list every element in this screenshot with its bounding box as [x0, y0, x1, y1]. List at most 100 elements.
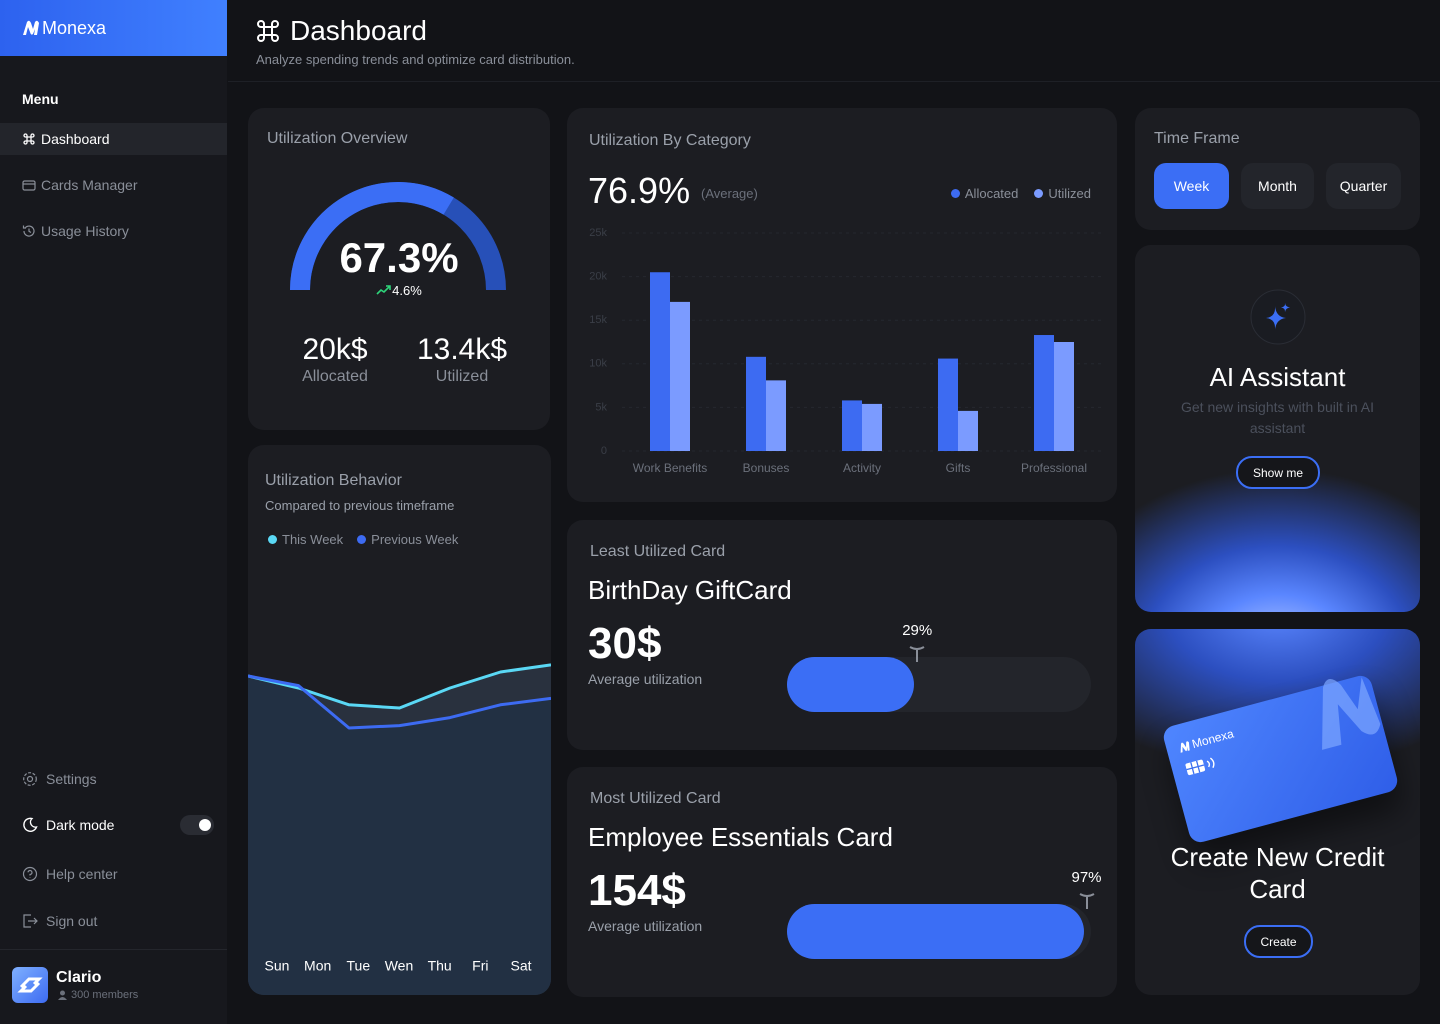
bar-chart: 0 5k 10k 15k 20k 25k Work Benefits Bonuses Activ… [589, 227, 1102, 475]
card-title: Time Frame [1154, 130, 1240, 147]
card-title: Utilization Behavior [265, 472, 402, 489]
stat-value: 13.4k$ [416, 333, 508, 366]
icon-part [1206, 757, 1215, 769]
card-logo-mark [1322, 677, 1381, 750]
ai-card: AI Assistant Get new insights with built… [1135, 245, 1420, 612]
menu-label: Dashboard [41, 131, 110, 147]
progress-marker [1079, 893, 1095, 909]
icon-part [22, 866, 38, 882]
menu-item[interactable]: Help center [0, 858, 227, 890]
menu-icon [23, 772, 37, 786]
y-tick-label: 0 [601, 445, 607, 457]
icon-part [58, 997, 67, 1000]
legend-swatch [268, 535, 277, 544]
legend-item: Utilized [1034, 186, 1091, 201]
icon-part [22, 180, 36, 191]
card-amount-note: Average utilization [588, 671, 703, 687]
legend-swatch [950, 189, 960, 198]
progress-fill [787, 904, 1084, 959]
line [248, 663, 551, 710]
legend-item: Allocated [950, 186, 1018, 201]
icon-part [60, 990, 65, 996]
brand-name: Monexa [42, 18, 107, 38]
headline-note: (Average) [701, 186, 758, 201]
marker-shape [1079, 893, 1095, 909]
legend-label: This Week [282, 532, 344, 547]
menu-item[interactable]: Settings [0, 763, 227, 795]
legend-label: Previous Week [371, 532, 459, 547]
x-tick-label: Professional [1021, 461, 1087, 475]
show-me-button[interactable]: Show me [1236, 456, 1320, 489]
menu-item[interactable]: Sign out [0, 905, 227, 937]
dark-mode-toggle[interactable] [180, 815, 214, 835]
time-frame-option[interactable]: Month [1241, 163, 1314, 209]
gauge-fill [290, 182, 454, 291]
x-tick-label: Sun [265, 958, 290, 974]
gauge-change: 4.6% [248, 283, 550, 298]
time-frame-option[interactable]: Week [1154, 163, 1229, 209]
progress-label: 97% [1071, 869, 1102, 886]
create-button[interactable]: Create [1244, 925, 1313, 958]
x-tick-label: Sat [510, 958, 531, 974]
menu-item[interactable]: Dashboard [0, 123, 227, 155]
icon-part [23, 20, 39, 35]
card-brand: Monexa [1190, 726, 1236, 752]
x-tick-label: Gifts [946, 461, 971, 475]
credit-card-graphic: Monexa [1161, 673, 1400, 845]
progress-marker [909, 646, 925, 662]
stat-label: Utilized [435, 368, 489, 385]
x-tick-label: Activity [843, 461, 881, 475]
icon-part [23, 772, 37, 786]
menu-title: Menu [22, 91, 59, 107]
progress-fill [787, 657, 915, 712]
menu-item[interactable]: Dark mode [0, 809, 227, 841]
icon-part [17, 977, 43, 993]
icon-part [23, 817, 38, 832]
icon-part [1266, 306, 1286, 330]
least-utilized-card: Least Utilized Card BirthDay GiftCard 30$ A… [567, 520, 1117, 750]
card-brand-logo [1180, 741, 1190, 753]
trend-icon [376, 285, 391, 295]
x-tick-label: Wen [385, 958, 414, 974]
menu-icon [22, 180, 36, 191]
x-tick-label: Tue [347, 958, 371, 974]
icon-part [23, 914, 38, 928]
icon-part [1180, 741, 1190, 753]
menu-item[interactable]: Cards Manager [0, 169, 227, 201]
card-title: Least Utilized Card [590, 543, 726, 560]
ai-icon [1250, 289, 1306, 345]
line-area [248, 676, 551, 995]
y-tick-label: 20k [589, 271, 607, 283]
menu-item[interactable]: Usage History [0, 215, 227, 247]
gauge [290, 182, 506, 291]
ai-description: Get new insights with built in AI assist… [1181, 399, 1374, 436]
header: Dashboard Analyze spending trends and op… [228, 0, 1440, 82]
card-name: Employee Essentials Card [588, 822, 893, 852]
x-tick-label: Mon [304, 958, 331, 974]
y-tick-label: 10k [589, 358, 607, 370]
bar [746, 356, 766, 451]
icon-part [1186, 760, 1205, 775]
card-amount-note: Average utilization [588, 918, 703, 934]
menu-icon [23, 817, 38, 832]
menu-icon [22, 866, 38, 882]
bar [958, 410, 978, 451]
overview-card: Utilization Overview 67.3% 4.6% 20k$ Allo… [248, 108, 550, 430]
menu-icon [23, 914, 38, 928]
legend-item: This Week [268, 532, 343, 547]
gauge-value: 67.3% [339, 234, 459, 281]
card-title: Utilization Overview [267, 130, 408, 147]
time-frame-option[interactable]: Quarter [1326, 163, 1401, 209]
menu-label: Usage History [41, 223, 129, 239]
avatar-icon [17, 977, 43, 993]
bar [766, 380, 786, 451]
toggle-knob [199, 819, 211, 831]
change-text: 4.6% [392, 283, 422, 298]
divider [0, 949, 227, 950]
members-icon [58, 990, 67, 1000]
bar [650, 272, 670, 451]
time-frame-card: Time Frame Week Month Quarter [1135, 108, 1420, 230]
brand-bar: Monexa [0, 0, 227, 56]
stat-label: Allocated [302, 368, 368, 385]
